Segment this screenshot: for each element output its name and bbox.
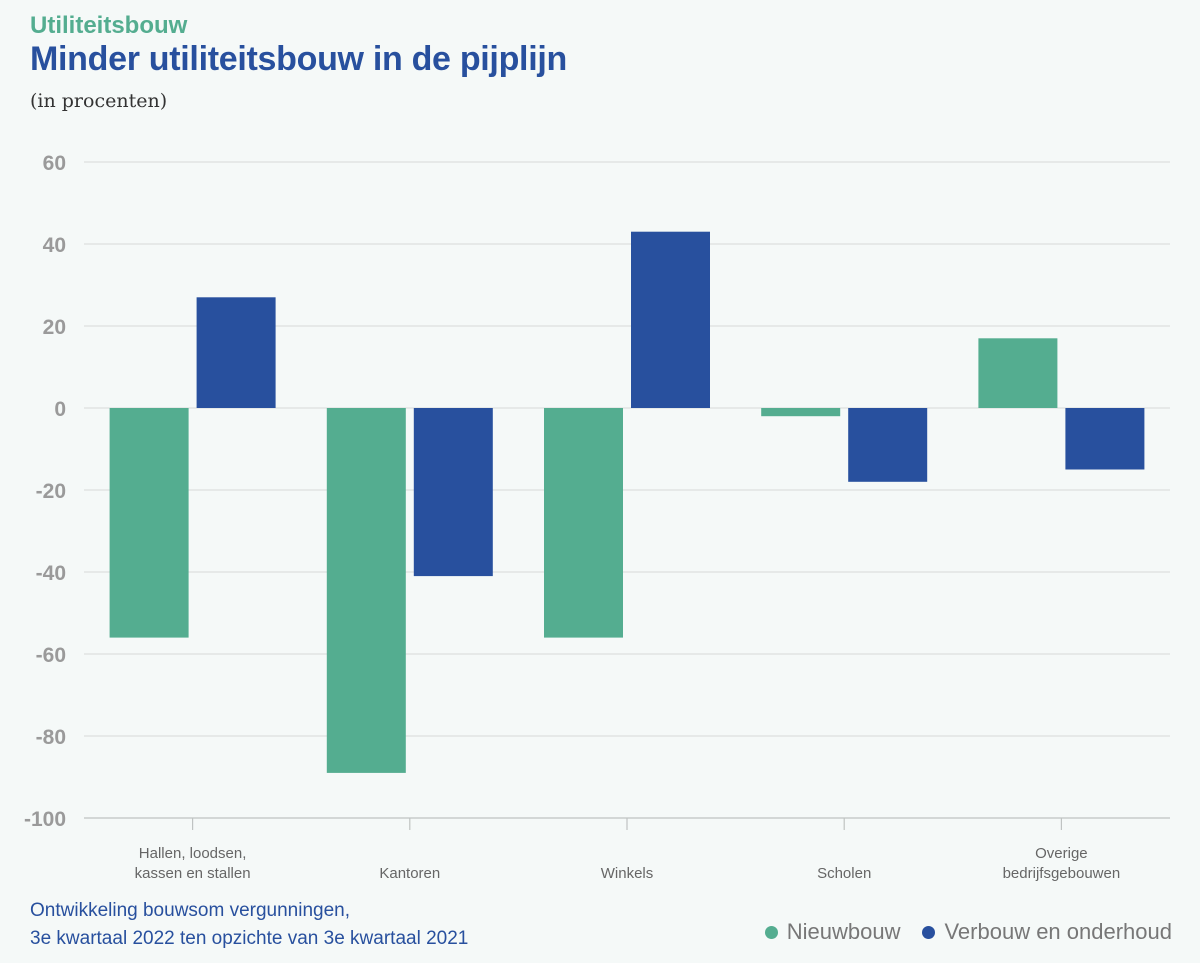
- legend-dot-nieuwbouw-icon: [764, 925, 778, 939]
- chart-subtitle: (in procenten): [30, 90, 168, 112]
- bar-nieuwbouw: [544, 408, 623, 638]
- x-category-label: Hallen, loodsen, kassen en stallen: [135, 845, 251, 882]
- bar-verbouw: [631, 231, 710, 408]
- y-tick-label: -60: [36, 644, 66, 667]
- bar-verbouw: [1065, 408, 1145, 470]
- y-tick-label: 0: [54, 398, 66, 421]
- x-category-label: Winkels: [601, 865, 654, 882]
- axis: [84, 817, 1170, 830]
- x-category-label: Scholen: [817, 865, 871, 882]
- legend-label-nieuwbouw: Nieuwbouw: [786, 919, 901, 944]
- legend-dot-verbouw-icon: [922, 925, 936, 939]
- y-tick-label: -40: [36, 562, 66, 585]
- x-category-label: Kantoren: [379, 865, 440, 882]
- y-tick-label: -100: [24, 808, 66, 831]
- legend-label-verbouw: Verbouw en onderhoud: [944, 919, 1172, 944]
- bars: [109, 231, 1145, 773]
- footnote: Ontwikkeling bouwsom vergunningen, 3e kw…: [30, 897, 468, 953]
- y-tick-label: 40: [43, 234, 66, 257]
- grid-lines: [84, 161, 1170, 737]
- tick-labels: 60 40 20 0 -20 -40 -60 -80 -100 Hallen, loodsen, k…: [24, 152, 1120, 882]
- chart-kicker: Utiliteitsbouw: [30, 12, 188, 39]
- bar-nieuwbouw: [761, 408, 841, 417]
- chart-title: Minder utiliteitsbouw in de pijplijn: [30, 40, 567, 78]
- legend-item-nieuwbouw: Nieuwbouw: [764, 919, 901, 945]
- bar-nieuwbouw: [109, 408, 189, 638]
- footnote-line-2: 3e kwartaal 2022 ten opzichte van 3e kwa…: [30, 928, 469, 949]
- y-tick-label: 60: [43, 152, 66, 175]
- y-tick-label: -20: [36, 480, 66, 503]
- y-tick-label: -80: [36, 726, 66, 749]
- bar-verbouw: [196, 297, 276, 408]
- bar-nieuwbouw: [978, 338, 1058, 408]
- bar-verbouw: [413, 408, 493, 577]
- x-category-label: Overige bedrijfsgebouwen: [1003, 845, 1121, 882]
- y-tick-label: 20: [43, 316, 66, 339]
- legend: Nieuwbouw Verbouw en onderhoud: [743, 919, 1172, 945]
- legend-item-verbouw: Verbouw en onderhoud: [922, 919, 1172, 945]
- bar-nieuwbouw: [326, 408, 406, 773]
- footnote-line-1: Ontwikkeling bouwsom vergunningen,: [30, 900, 351, 921]
- bar-verbouw: [848, 408, 928, 482]
